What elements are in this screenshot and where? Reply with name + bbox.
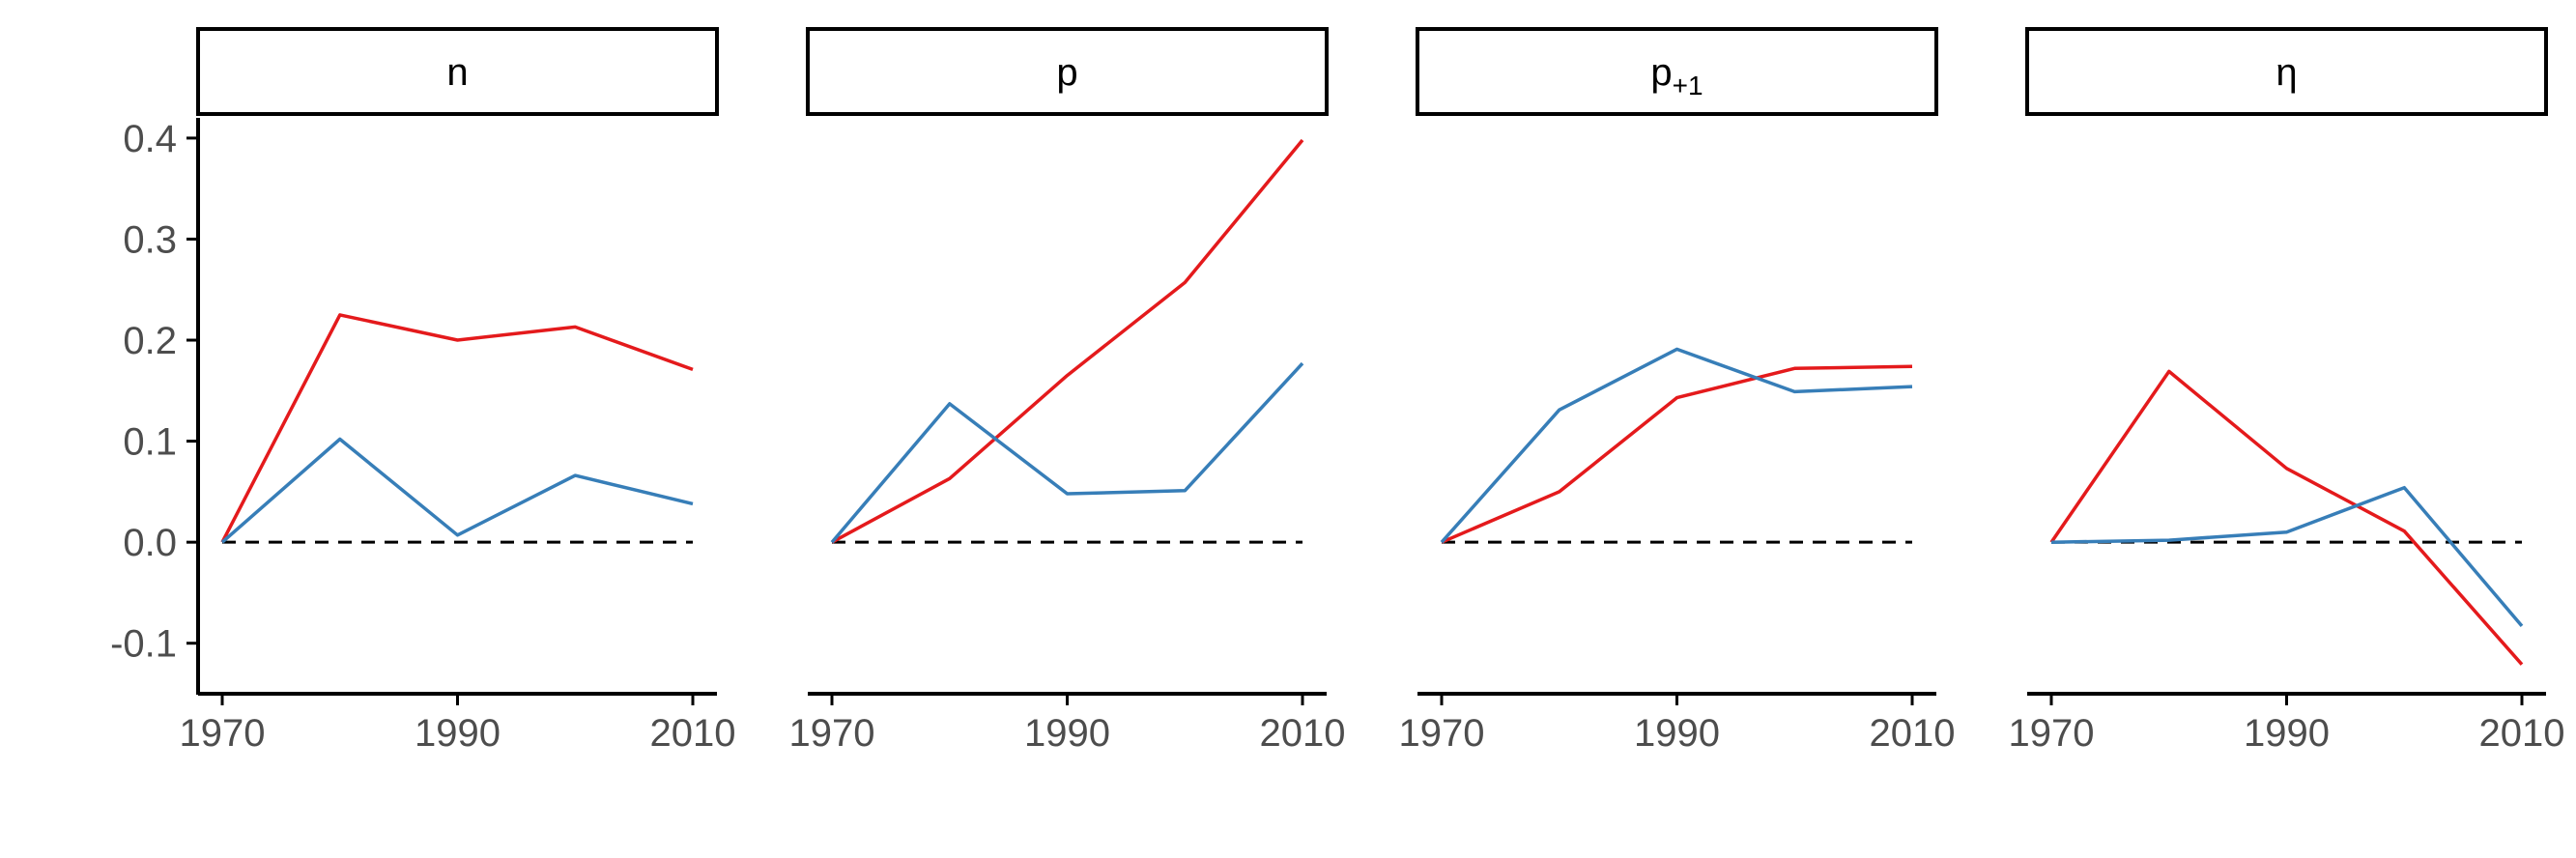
x-tick-label: 1990 [1634,712,1720,755]
x-tick-label: 2010 [2479,712,2565,755]
facet-panel-4: η 1970 1990 2010 [2009,27,2565,755]
x-tick-label: 2010 [650,712,736,755]
x-tick-label: 1990 [1024,712,1110,755]
series-line-2 [220,437,694,544]
facet-panel-2: p 1970 1990 2010 [789,27,1346,755]
y-tick-label: 0.1 [123,421,177,464]
series-line-2 [2050,485,2524,628]
y-tick-label: 0.4 [123,118,177,160]
y-tick-label: 0.2 [123,320,177,362]
x-tick-label: 1990 [415,712,501,755]
x-tick-label: 1970 [789,712,875,755]
x-tick-label: 1990 [2244,712,2330,755]
x-tick-label: 1970 [2009,712,2095,755]
facet-label: n [446,51,468,94]
series-line-1 [2049,369,2524,666]
x-tick-label: 1970 [180,712,266,755]
series-line-1 [220,313,694,544]
x-tick-label: 1970 [1399,712,1485,755]
facet-panel-1: n 1970 1990 2010 [180,27,736,755]
facet-strip-label: p [1056,51,1077,94]
facet-strip-label: n [446,51,468,94]
y-tick-label: 0.0 [123,522,177,564]
y-tick-label: 0.3 [123,218,177,261]
series-line-1 [831,138,1304,544]
facet-strip [1416,27,1938,116]
facet-panel-3: p+1 1970 1990 2010 [1399,27,1956,755]
facet-strip [806,27,1329,116]
series-line-2 [1440,347,1913,544]
y-axis: -0.1 0.0 0.1 0.2 0.3 0.4 [110,118,200,695]
facet-label: p [1650,51,1672,94]
y-tick-label: -0.1 [110,623,177,666]
facet-strip-label: p+1 [1650,51,1703,100]
series-line-1 [1441,364,1913,544]
facet-strip [196,27,719,116]
facet-strip-label: η [2275,51,2297,94]
series-line-2 [830,361,1304,544]
facet-label: p [1056,51,1077,94]
x-tick-label: 2010 [1260,712,1346,755]
x-tick-label: 2010 [1870,712,1956,755]
facet-label-subscript: +1 [1673,71,1703,100]
facet-strip [2025,27,2548,116]
facet-label: η [2275,51,2297,94]
